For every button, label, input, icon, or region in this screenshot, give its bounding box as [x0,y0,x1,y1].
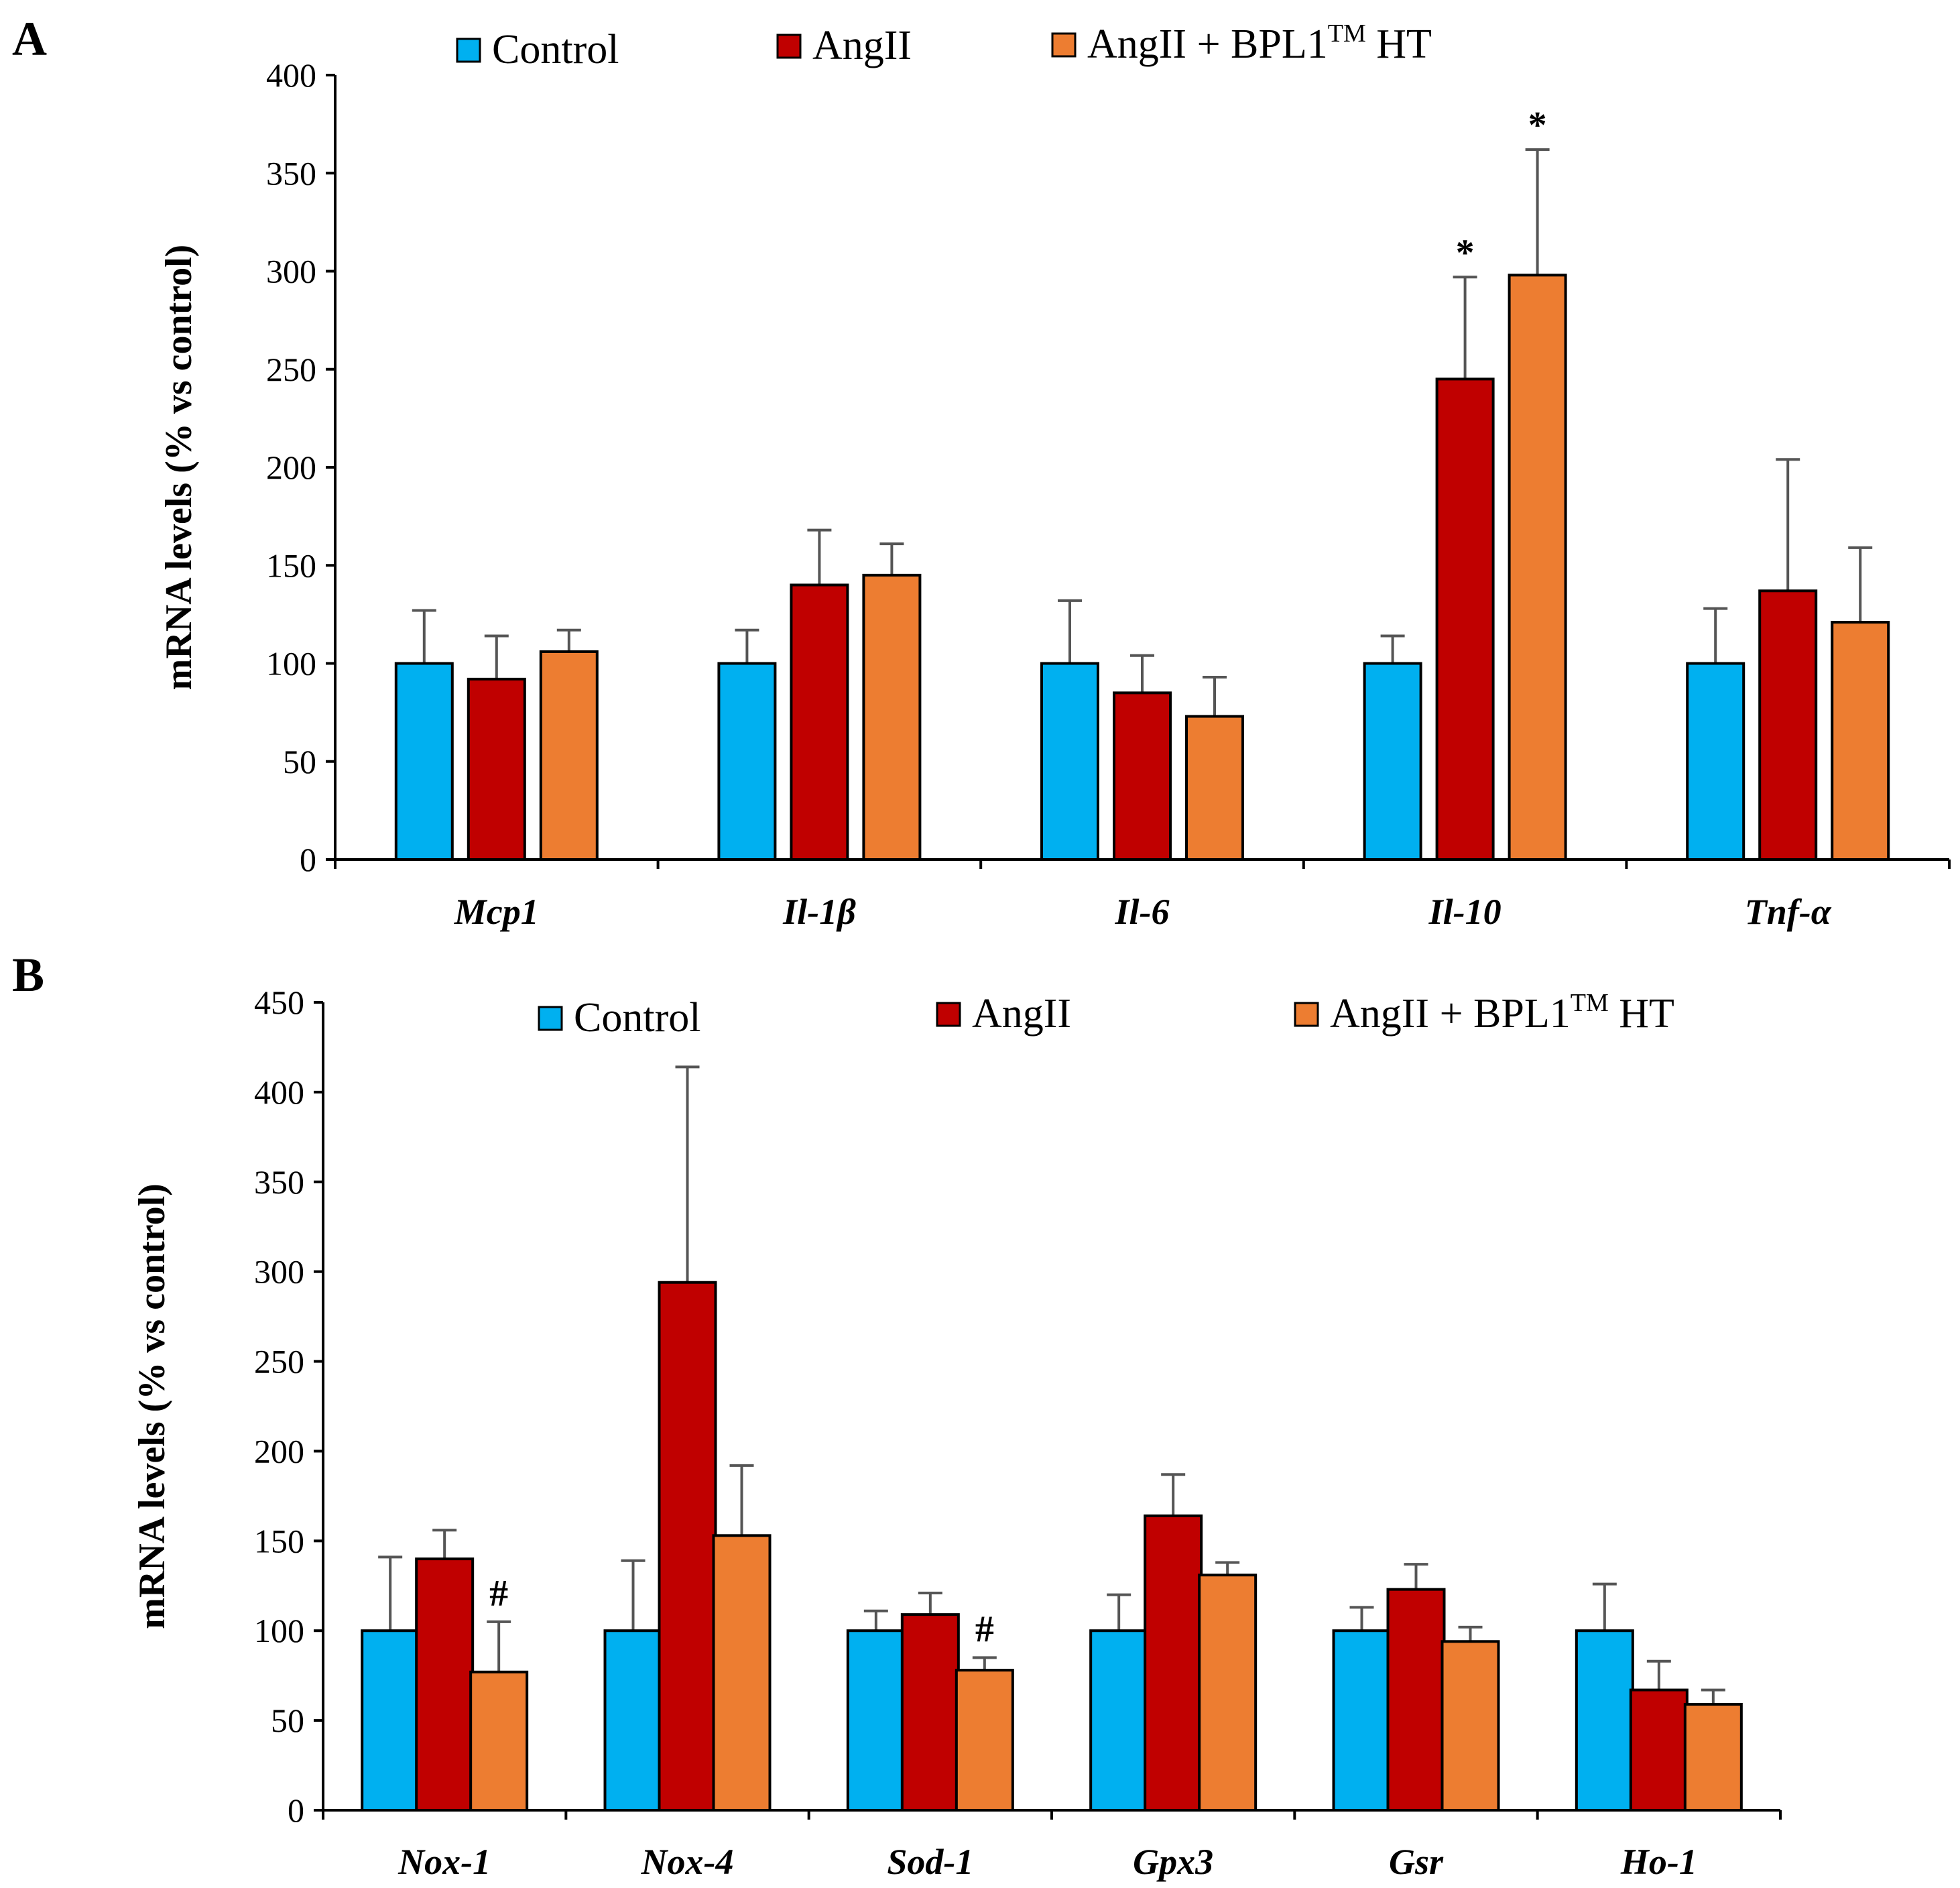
panel-b-category-label-gsr: Gsr [1389,1842,1444,1882]
panel-a-legend-label-control: Control [492,27,619,72]
panel-b-y-tick-label: 100 [254,1612,304,1649]
panel-b-bar-angii-nox-4 [658,1281,717,1812]
panel-b-category-label-ho-1: Ho-1 [1620,1842,1697,1882]
panel-a-bar-control-mcp1 [394,662,454,861]
panel-a-bar-angii-bpl1tm-ht-il-1 [862,573,922,861]
panel-a-legend-swatch-angii [776,34,802,59]
panel-a-bar-angii-tnf [1758,589,1818,862]
panel-b-y-axis-label: mRNA levels (% vs control) [131,1183,173,1629]
panel-a-bar-control-il-6 [1040,662,1099,861]
panel-b-y-tick-label: 400 [254,1073,304,1111]
panel-a-bar-angii-il-10 [1435,377,1495,861]
panel-a-y-tick-label: 400 [266,56,316,94]
panel-b-bar-angii-bpl1tm-ht-ho-1 [1683,1703,1743,1812]
panel-b-y-tick-label: 150 [254,1522,304,1559]
panel-a-bar-control-il-10 [1363,662,1422,861]
panel-b-chart: 0 50 100 150 200 250 300 350 400 450 mRNA levels (… [131,984,1782,1882]
panel-b-bar-control-ho-1 [1575,1629,1634,1812]
panel-b-bar-angii-nox-1 [415,1557,475,1812]
panel-a-legend-label-angii-bpl1: AngII + BPL1TM HT [1087,19,1432,67]
panel-a-significance-mark: * [1456,232,1475,274]
panel-b-legend-swatch-angii [936,1002,961,1027]
panel-a-significance-mark: * [1528,105,1547,146]
panel-b-y-tick-label: 200 [254,1432,304,1470]
panel-b-y-tick-label: 300 [254,1253,304,1291]
panel-a-bar-control-tnf [1686,662,1745,861]
panel-b-legend-label-angii-bpl1: AngII + BPL1TM HT [1330,989,1674,1037]
panel-a-bar-angii-il-6 [1113,691,1172,861]
panel-b-bar-angii-bpl1tm-ht-gpx3 [1198,1574,1258,1812]
panel-b-significance-mark: # [975,1608,994,1650]
panel-a-y-tick-label: 350 [266,154,316,192]
panel-a-y-tick-label: 0 [300,841,316,878]
panel-a-category-label-il-6: Il-6 [1115,892,1170,932]
panel-a-chart: 0 50 100 150 200 250 300 350 400 mRNA levels (% v… [158,19,1951,932]
panel-b-bar-control-gpx3 [1089,1629,1149,1812]
panel-a-category-label-tnf: Tnf-α [1745,892,1832,932]
panel-a-y-tick-label: 300 [266,253,316,290]
panel-b-bar-control-nox-4 [603,1629,663,1812]
panel-a-category-label-mcp1: Mcp1 [454,892,539,932]
panel-a-legend-swatch-control [456,38,481,63]
panel-a-y-tick-label: 50 [283,743,316,780]
panel-a-legend-swatch-angii-bpl1 [1051,32,1077,58]
panel-b-legend-label-control: Control [574,995,700,1041]
panel-a-y-tick-label: 250 [266,351,316,388]
panel-b-category-label-gpx3: Gpx3 [1133,1842,1213,1882]
panel-b-y-tick-label: 50 [271,1702,304,1739]
panel-a-bar-angii-il-1 [790,583,849,861]
panel-b-y-tick-label: 450 [254,984,304,1021]
panel-a-bar-angii-bpl1tm-ht-mcp1 [539,650,599,861]
panel-a-y-tick-label: 150 [266,546,316,584]
panel-b-bar-angii-gsr [1386,1588,1446,1812]
panel-b-bar-angii-bpl1tm-ht-gsr [1441,1640,1500,1812]
panel-a-bar-angii-bpl1tm-ht-il-10 [1508,274,1567,862]
panel-label-b: B [12,948,44,1002]
panel-b-legend-label-angii: AngII [972,991,1071,1037]
panel-b-bar-control-sod-1 [846,1629,906,1812]
panel-b-bar-control-nox-1 [361,1629,420,1812]
panel-a-bar-angii-bpl1tm-ht-il-6 [1185,715,1244,861]
panel-b-bar-angii-sod-1 [900,1613,960,1812]
panel-a-y-tick-label: 100 [266,645,316,683]
panel-a-category-label-il-1: Il-1β [782,892,856,932]
panel-b-legend-swatch-control [538,1006,563,1031]
panel-a-y-tick-label: 200 [266,449,316,486]
panel-b-y-tick-label: 350 [254,1163,304,1201]
panel-b-bar-angii-bpl1tm-ht-nox-4 [712,1534,772,1812]
panel-b-y-tick-label: 0 [288,1791,304,1829]
panel-b-bar-control-gsr [1332,1629,1392,1812]
panel-b-category-label-nox-4: Nox-4 [641,1842,734,1882]
panel-b-category-label-sod-1: Sod-1 [887,1842,973,1882]
panel-b-bar-angii-bpl1tm-ht-sod-1 [955,1669,1014,1812]
panel-b-bar-angii-gpx3 [1144,1514,1203,1812]
panel-b-category-label-nox-1: Nox-1 [397,1842,491,1882]
panel-a-bar-control-il-1 [717,662,777,861]
panel-b-significance-mark: # [489,1573,508,1614]
panel-a-legend-label-angii: AngII [812,23,912,68]
panel-b-y-tick-label: 250 [254,1343,304,1380]
panel-a-category-label-il-10: Il-10 [1428,892,1502,932]
panel-b-bar-angii-ho-1 [1629,1688,1689,1812]
panel-b-bar-angii-bpl1tm-ht-nox-1 [469,1670,529,1812]
panel-b-legend-swatch-angii-bpl1 [1294,1002,1319,1027]
panel-a-y-axis-label: mRNA levels (% vs control) [158,245,200,691]
panel-a-bar-angii-mcp1 [467,677,526,862]
panel-a-bar-angii-bpl1tm-ht-tnf [1831,621,1890,861]
panel-label-a: A [12,12,47,66]
